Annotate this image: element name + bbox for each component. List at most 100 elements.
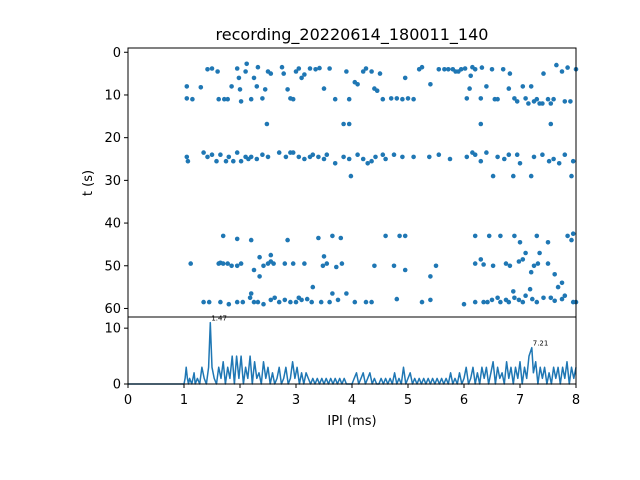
raster-point [231, 158, 236, 164]
raster-point [516, 259, 522, 264]
raster-point [512, 295, 517, 301]
raster-point [205, 154, 210, 160]
raster-point [272, 295, 278, 301]
raster-point [565, 65, 570, 70]
raster-point [320, 263, 326, 269]
raster-point [562, 293, 568, 299]
raster-point [234, 236, 240, 242]
raster-point [498, 233, 503, 239]
raster-y-tick-label: 50 [104, 259, 121, 274]
raster-point [559, 280, 565, 286]
raster-point [468, 73, 474, 79]
raster-point [332, 96, 338, 102]
raster-point [226, 301, 232, 307]
raster-point [479, 65, 485, 70]
raster-point [341, 154, 346, 160]
raster-point [461, 301, 467, 307]
raster-point [472, 152, 478, 157]
raster-point [237, 87, 243, 92]
raster-point [495, 154, 500, 160]
raster-point [218, 299, 223, 305]
raster-point [489, 67, 495, 72]
raster-point [570, 231, 576, 236]
raster-point [402, 233, 408, 239]
raster-point [324, 152, 330, 157]
raster-point [520, 84, 526, 89]
raster-point [290, 261, 296, 266]
raster-point [369, 299, 374, 305]
raster-point [464, 96, 470, 101]
raster-point [546, 158, 552, 164]
raster-point [428, 82, 433, 87]
raster-point [360, 156, 366, 162]
raster-point [428, 274, 433, 279]
raster-y-tick-label: 40 [104, 217, 121, 232]
raster-point [485, 299, 490, 305]
raster-point [338, 235, 344, 241]
raster-point [531, 154, 537, 160]
raster-point [205, 67, 210, 72]
raster-point [545, 261, 551, 266]
raster-point [218, 152, 223, 157]
histogram-x-tick-label: 8 [572, 393, 580, 408]
raster-point [478, 96, 484, 101]
raster-point [296, 66, 302, 71]
raster-point [562, 152, 568, 157]
raster-point [478, 158, 484, 164]
raster-point [526, 101, 531, 106]
raster-point [540, 101, 545, 106]
raster-point [534, 233, 540, 239]
raster-point [478, 121, 484, 127]
raster-point [365, 161, 371, 166]
raster-point [188, 261, 193, 266]
raster-point [279, 64, 285, 70]
raster-point [302, 156, 307, 162]
raster-point [402, 267, 408, 273]
raster-point [472, 67, 478, 72]
raster-point [234, 150, 240, 155]
raster-point [484, 150, 489, 155]
raster-point [446, 67, 451, 72]
raster-point [285, 87, 290, 92]
raster-point [556, 161, 562, 166]
raster-point [288, 299, 293, 305]
raster-point [316, 154, 321, 160]
raster-point [397, 233, 402, 239]
raster-point [531, 263, 537, 269]
raster-point [405, 96, 411, 101]
raster-point [548, 101, 554, 106]
raster-point [346, 96, 352, 102]
raster-point [268, 252, 274, 258]
raster-point [419, 64, 425, 70]
raster-point [380, 152, 386, 157]
peak-annotation: 7.21 [533, 340, 549, 348]
raster-point [264, 121, 270, 127]
raster-point [528, 269, 534, 275]
raster-point [527, 286, 533, 292]
raster-point [254, 84, 260, 89]
raster-point [486, 233, 492, 239]
raster-point [517, 240, 523, 245]
raster-point [290, 150, 296, 155]
raster-point [472, 299, 478, 305]
raster-y-tick-label: 30 [104, 174, 121, 189]
raster-point [216, 96, 221, 102]
raster-point [248, 291, 254, 296]
raster-point [436, 67, 442, 72]
raster-point [506, 299, 512, 305]
raster-point [555, 284, 561, 290]
raster-point [534, 299, 540, 305]
raster-point [344, 291, 349, 296]
raster-point [335, 297, 341, 303]
raster-point [458, 67, 464, 72]
raster-point [307, 66, 313, 71]
raster-point [220, 261, 226, 266]
raster-point [330, 291, 335, 296]
raster-point [523, 96, 528, 101]
raster-point [260, 152, 265, 157]
raster-point [427, 154, 432, 160]
raster-point [484, 84, 489, 89]
histogram-line [128, 321, 577, 385]
raster-point [209, 152, 215, 157]
